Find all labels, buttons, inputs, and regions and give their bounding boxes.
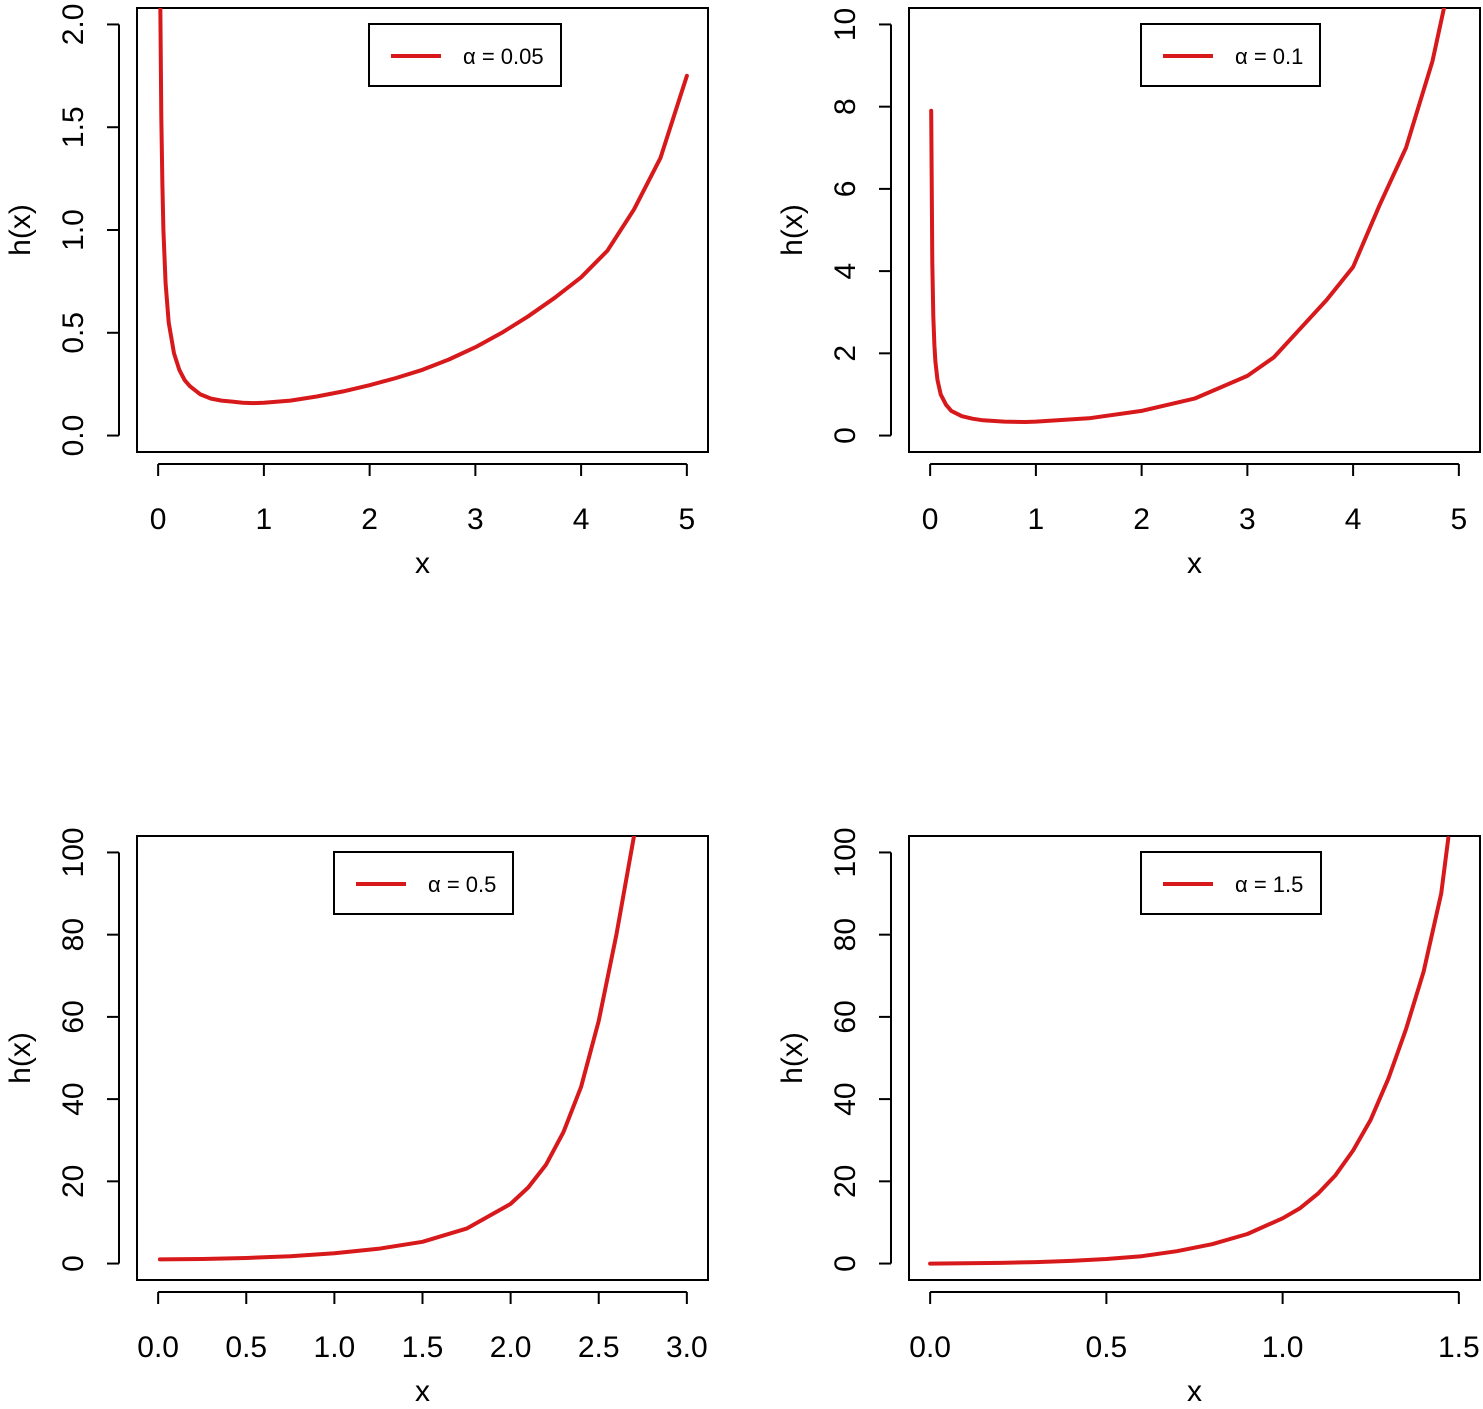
y-tick-label: 1.0 bbox=[57, 209, 90, 251]
y-axis-label: h(x) bbox=[776, 204, 809, 256]
series-line bbox=[929, 8, 1446, 424]
x-tick-label: 0.5 bbox=[225, 1331, 267, 1364]
x-tick-label: 1 bbox=[256, 503, 273, 536]
legend-label: α = 0.5 bbox=[428, 872, 496, 897]
x-tick-label: 2 bbox=[361, 503, 378, 536]
x-tick-label: 0.0 bbox=[137, 1331, 179, 1364]
y-tick-label: 100 bbox=[57, 827, 90, 877]
y-tick-label: 60 bbox=[829, 1000, 862, 1033]
x-axis-label: x bbox=[415, 547, 430, 580]
legend-alpha-symbol: α bbox=[1235, 44, 1248, 69]
legend-label: α = 0.05 bbox=[463, 44, 544, 69]
x-tick-label: 0.0 bbox=[909, 1331, 951, 1364]
series-line bbox=[158, 8, 689, 406]
x-tick-label: 2.0 bbox=[490, 1331, 532, 1364]
hazard-plot-alpha-0-5: 0.0 0.5 1.0 1.5 2.0 2.5 3.0 x 0 20 40 60 80 100 h(x) α … bbox=[4, 827, 709, 1408]
legend-alpha-symbol: α bbox=[1235, 872, 1248, 897]
legend: α = 1.5 bbox=[1140, 851, 1322, 915]
plot-frame bbox=[136, 835, 709, 1281]
legend-alpha-symbol: α bbox=[428, 872, 441, 897]
y-tick-label: 80 bbox=[829, 918, 862, 951]
y-tick-label: 80 bbox=[57, 918, 90, 951]
x-tick-label: 2.5 bbox=[578, 1331, 620, 1364]
x-tick-label: 4 bbox=[1345, 503, 1362, 536]
x-tick-label: 2 bbox=[1133, 503, 1150, 536]
legend: α = 0.1 bbox=[1140, 23, 1321, 87]
y-tick-label: 100 bbox=[829, 827, 862, 877]
x-tick-label: 1.0 bbox=[314, 1331, 356, 1364]
x-tick-label: 3 bbox=[1239, 503, 1256, 536]
plot-frame bbox=[908, 7, 1481, 453]
y-tick-label: 0.5 bbox=[57, 312, 90, 354]
x-tick-label: 3.0 bbox=[666, 1331, 708, 1364]
x-tick-label: 3 bbox=[467, 503, 484, 536]
y-tick-label: 40 bbox=[829, 1082, 862, 1115]
legend: α = 0.05 bbox=[368, 23, 562, 87]
y-axis-label: h(x) bbox=[4, 1032, 37, 1084]
y-tick-label: 8 bbox=[829, 98, 862, 115]
x-tick-label: 0 bbox=[922, 503, 939, 536]
series-line bbox=[928, 836, 1451, 1266]
y-tick-label: 0 bbox=[829, 427, 862, 444]
y-axis-label: h(x) bbox=[776, 1032, 809, 1084]
x-tick-label: 1.5 bbox=[1438, 1331, 1480, 1364]
hazard-plot-alpha-0-05: 0 1 2 3 4 5 x 0.0 0.5 1.0 1.5 2.0 h(x) α = 0.05 bbox=[4, 4, 709, 580]
legend-value: = 0.05 bbox=[476, 44, 544, 69]
x-tick-label: 0.5 bbox=[1086, 1331, 1128, 1364]
x-tick-label: 1 bbox=[1028, 503, 1045, 536]
x-tick-label: 5 bbox=[1451, 503, 1468, 536]
y-tick-label: 0 bbox=[57, 1255, 90, 1272]
series-line bbox=[157, 836, 636, 1262]
y-tick-label: 20 bbox=[829, 1165, 862, 1198]
x-axis-label: x bbox=[415, 1375, 430, 1408]
x-tick-label: 4 bbox=[573, 503, 590, 536]
hazard-plot-alpha-0-1: 0 1 2 3 4 5 x 0 2 4 6 8 10 h(x) α = 0.1 bbox=[776, 7, 1481, 580]
y-tick-label: 4 bbox=[829, 263, 862, 280]
y-axis-label: h(x) bbox=[4, 204, 37, 256]
y-tick-label: 10 bbox=[829, 8, 862, 41]
y-tick-label: 0.0 bbox=[57, 415, 90, 457]
x-tick-label: 1.0 bbox=[1262, 1331, 1304, 1364]
y-tick-label: 6 bbox=[829, 181, 862, 198]
y-tick-label: 2.0 bbox=[57, 4, 90, 46]
x-tick-label: 1.5 bbox=[402, 1331, 444, 1364]
legend-value: = 1.5 bbox=[1248, 872, 1304, 897]
y-tick-label: 20 bbox=[57, 1165, 90, 1198]
x-tick-label: 5 bbox=[679, 503, 696, 536]
y-tick-label: 2 bbox=[829, 345, 862, 362]
legend-value: = 0.5 bbox=[441, 872, 497, 897]
x-axis-label: x bbox=[1187, 1375, 1202, 1408]
plot-frame bbox=[908, 835, 1481, 1281]
y-tick-label: 60 bbox=[57, 1000, 90, 1033]
x-tick-label: 0 bbox=[150, 503, 167, 536]
y-tick-label: 0 bbox=[829, 1255, 862, 1272]
plot-frame bbox=[136, 7, 709, 453]
x-axis-label: x bbox=[1187, 547, 1202, 580]
legend-value: = 0.1 bbox=[1248, 44, 1304, 69]
legend-alpha-symbol: α bbox=[463, 44, 476, 69]
legend-label: α = 0.1 bbox=[1235, 44, 1303, 69]
hazard-plot-alpha-1-5: 0.0 0.5 1.0 1.5 x 0 20 40 60 80 100 h(x) α = 1.5 bbox=[776, 827, 1481, 1408]
y-tick-label: 40 bbox=[57, 1082, 90, 1115]
legend-label: α = 1.5 bbox=[1235, 872, 1303, 897]
legend: α = 0.5 bbox=[333, 851, 514, 915]
y-tick-label: 1.5 bbox=[57, 106, 90, 148]
